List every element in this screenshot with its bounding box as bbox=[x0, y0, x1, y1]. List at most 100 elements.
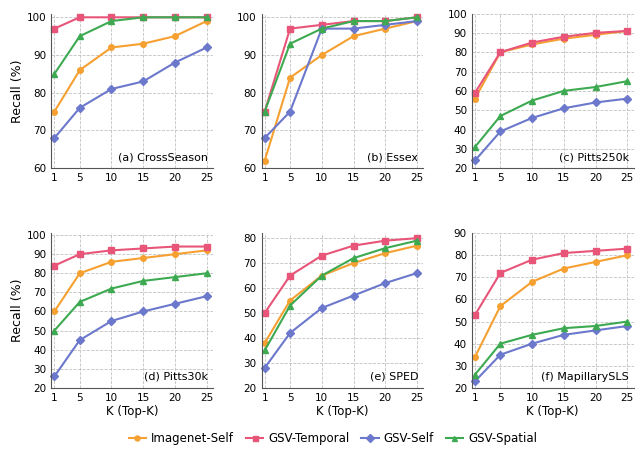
GSV-Spatial bbox=[592, 84, 600, 90]
GSV-Spatial bbox=[381, 245, 389, 251]
Imagenet-Self bbox=[528, 279, 536, 285]
Text: (e) SPED: (e) SPED bbox=[370, 372, 419, 382]
GSV-Self bbox=[140, 79, 147, 84]
Line: GSV-Spatial: GSV-Spatial bbox=[262, 14, 420, 115]
Text: (c) Pitts250k: (c) Pitts250k bbox=[559, 152, 628, 162]
X-axis label: K (Top-K): K (Top-K) bbox=[106, 405, 158, 419]
Imagenet-Self bbox=[76, 67, 84, 73]
GSV-Self bbox=[203, 294, 211, 299]
GSV-Spatial bbox=[108, 18, 115, 24]
GSV-Temporal bbox=[171, 244, 179, 249]
Imagenet-Self bbox=[623, 253, 631, 258]
GSV-Temporal bbox=[349, 243, 357, 249]
GSV-Temporal bbox=[76, 252, 84, 257]
GSV-Temporal bbox=[528, 257, 536, 262]
Line: GSV-Temporal: GSV-Temporal bbox=[472, 28, 630, 96]
Line: GSV-Self: GSV-Self bbox=[472, 323, 630, 384]
Imagenet-Self bbox=[261, 340, 269, 345]
GSV-Spatial bbox=[261, 109, 269, 114]
GSV-Temporal bbox=[528, 40, 536, 45]
X-axis label: K (Top-K): K (Top-K) bbox=[316, 405, 369, 419]
GSV-Temporal bbox=[261, 109, 269, 114]
GSV-Spatial bbox=[286, 41, 294, 46]
GSV-Self bbox=[349, 26, 357, 31]
GSV-Self bbox=[623, 96, 631, 101]
GSV-Temporal bbox=[497, 270, 504, 276]
Imagenet-Self bbox=[560, 36, 568, 41]
GSV-Spatial bbox=[140, 14, 147, 20]
Imagenet-Self bbox=[108, 259, 115, 265]
GSV-Temporal bbox=[560, 250, 568, 256]
GSV-Self bbox=[76, 105, 84, 110]
Imagenet-Self bbox=[381, 26, 389, 31]
GSV-Self bbox=[592, 328, 600, 333]
GSV-Temporal bbox=[560, 34, 568, 39]
Text: (b) Essex: (b) Essex bbox=[367, 152, 419, 162]
GSV-Self bbox=[413, 18, 420, 24]
GSV-Self bbox=[560, 332, 568, 337]
Imagenet-Self bbox=[286, 298, 294, 303]
Imagenet-Self bbox=[286, 75, 294, 80]
Y-axis label: Recall (%): Recall (%) bbox=[11, 59, 24, 123]
Line: GSV-Self: GSV-Self bbox=[262, 270, 420, 371]
Imagenet-Self bbox=[560, 266, 568, 271]
Line: GSV-Temporal: GSV-Temporal bbox=[262, 235, 420, 316]
GSV-Spatial bbox=[623, 78, 631, 84]
GSV-Spatial bbox=[318, 26, 326, 31]
Imagenet-Self bbox=[471, 354, 479, 359]
GSV-Spatial bbox=[76, 299, 84, 304]
GSV-Spatial bbox=[497, 113, 504, 119]
GSV-Spatial bbox=[413, 14, 420, 20]
GSV-Self bbox=[286, 109, 294, 114]
GSV-Spatial bbox=[51, 328, 58, 333]
GSV-Self bbox=[286, 330, 294, 336]
Imagenet-Self bbox=[51, 309, 58, 314]
Text: (d) Pitts30k: (d) Pitts30k bbox=[144, 372, 208, 382]
GSV-Temporal bbox=[108, 14, 115, 20]
Line: GSV-Self: GSV-Self bbox=[52, 294, 209, 379]
Imagenet-Self bbox=[171, 252, 179, 257]
Imagenet-Self bbox=[381, 250, 389, 256]
Imagenet-Self bbox=[51, 109, 58, 114]
Line: GSV-Spatial: GSV-Spatial bbox=[52, 271, 209, 333]
Text: (a) CrossSeason: (a) CrossSeason bbox=[118, 152, 208, 162]
Line: Imagenet-Self: Imagenet-Self bbox=[52, 248, 209, 314]
GSV-Temporal bbox=[203, 244, 211, 249]
GSV-Spatial bbox=[318, 273, 326, 278]
GSV-Self bbox=[171, 60, 179, 65]
Imagenet-Self bbox=[171, 33, 179, 39]
GSV-Self bbox=[623, 323, 631, 329]
Text: (f) MapillarySLS: (f) MapillarySLS bbox=[541, 372, 628, 382]
GSV-Temporal bbox=[140, 246, 147, 251]
GSV-Temporal bbox=[381, 238, 389, 244]
GSV-Spatial bbox=[203, 271, 211, 276]
GSV-Self bbox=[381, 281, 389, 286]
GSV-Spatial bbox=[203, 14, 211, 20]
Line: GSV-Spatial: GSV-Spatial bbox=[472, 78, 630, 150]
GSV-Temporal bbox=[413, 14, 420, 20]
GSV-Temporal bbox=[497, 50, 504, 55]
GSV-Temporal bbox=[171, 14, 179, 20]
GSV-Self bbox=[140, 309, 147, 314]
GSV-Temporal bbox=[318, 253, 326, 258]
GSV-Self bbox=[528, 115, 536, 121]
GSV-Self bbox=[381, 22, 389, 28]
GSV-Self bbox=[108, 318, 115, 324]
GSV-Temporal bbox=[76, 14, 84, 20]
Imagenet-Self bbox=[349, 260, 357, 266]
Imagenet-Self bbox=[261, 158, 269, 163]
GSV-Temporal bbox=[318, 22, 326, 28]
Y-axis label: Recall (%): Recall (%) bbox=[11, 279, 24, 342]
GSV-Spatial bbox=[592, 323, 600, 329]
Line: GSV-Temporal: GSV-Temporal bbox=[52, 244, 209, 268]
GSV-Spatial bbox=[76, 33, 84, 39]
GSV-Self bbox=[51, 374, 58, 379]
Line: GSV-Self: GSV-Self bbox=[472, 96, 630, 163]
Imagenet-Self bbox=[528, 42, 536, 47]
Imagenet-Self bbox=[413, 18, 420, 24]
Line: Imagenet-Self: Imagenet-Self bbox=[472, 253, 630, 360]
Line: GSV-Self: GSV-Self bbox=[52, 45, 209, 141]
GSV-Temporal bbox=[108, 248, 115, 253]
GSV-Temporal bbox=[623, 28, 631, 34]
GSV-Temporal bbox=[471, 90, 479, 96]
